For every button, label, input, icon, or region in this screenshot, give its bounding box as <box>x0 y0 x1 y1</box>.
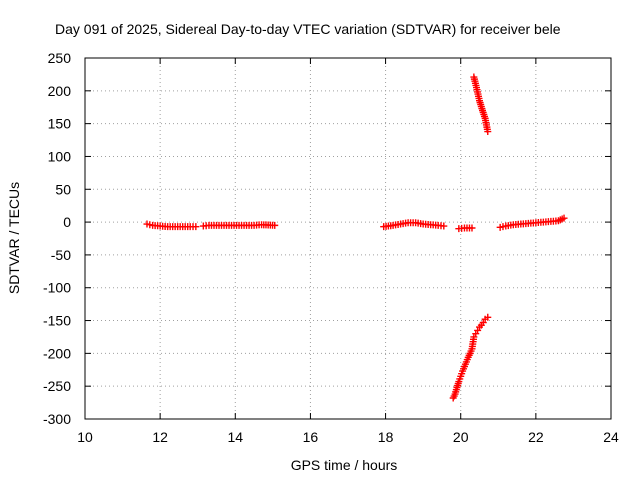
x-axis-label: GPS time / hours <box>291 457 398 473</box>
y-tick-label: -300 <box>43 411 71 427</box>
x-tick-label: 10 <box>77 429 93 445</box>
data-points <box>143 73 568 402</box>
chart-title: Day 091 of 2025, Sidereal Day-to-day VTE… <box>55 21 561 37</box>
plot-frame <box>84 57 612 420</box>
x-tick-label: 14 <box>227 429 243 445</box>
y-tick-label: 100 <box>48 148 72 164</box>
data-point <box>484 313 492 321</box>
y-tick-label: -200 <box>43 345 71 361</box>
data-point <box>440 222 448 230</box>
data-point <box>560 214 568 222</box>
x-tick-label: 22 <box>528 429 544 445</box>
x-tick-label: 18 <box>378 429 394 445</box>
data-point <box>271 221 279 229</box>
data-point <box>468 224 476 232</box>
grid <box>85 58 611 419</box>
x-tick-label: 16 <box>303 429 319 445</box>
y-tick-label: -250 <box>43 378 71 394</box>
y-tick-label: 0 <box>63 214 71 230</box>
y-tick-label: 200 <box>48 83 72 99</box>
x-tick-label: 24 <box>603 429 619 445</box>
y-tick-label: 150 <box>48 116 72 132</box>
y-tick-label: -100 <box>43 280 71 296</box>
x-tick-label: 12 <box>152 429 168 445</box>
x-tick-label: 20 <box>453 429 469 445</box>
data-point <box>484 128 492 136</box>
y-tick-label: 250 <box>48 50 72 66</box>
data-point <box>192 223 200 231</box>
x-tick-labels: 10 12 14 16 18 20 22 24 <box>77 429 619 445</box>
y-tick-label: -150 <box>43 313 71 329</box>
y-tick-labels: -300 -250 -200 -150 -100 -50 0 50 100 150 200 250 <box>43 50 71 427</box>
y-axis-label: SDTVAR / TECUs <box>6 182 22 294</box>
y-tick-label: 50 <box>55 181 71 197</box>
y-tick-label: -50 <box>51 247 71 263</box>
